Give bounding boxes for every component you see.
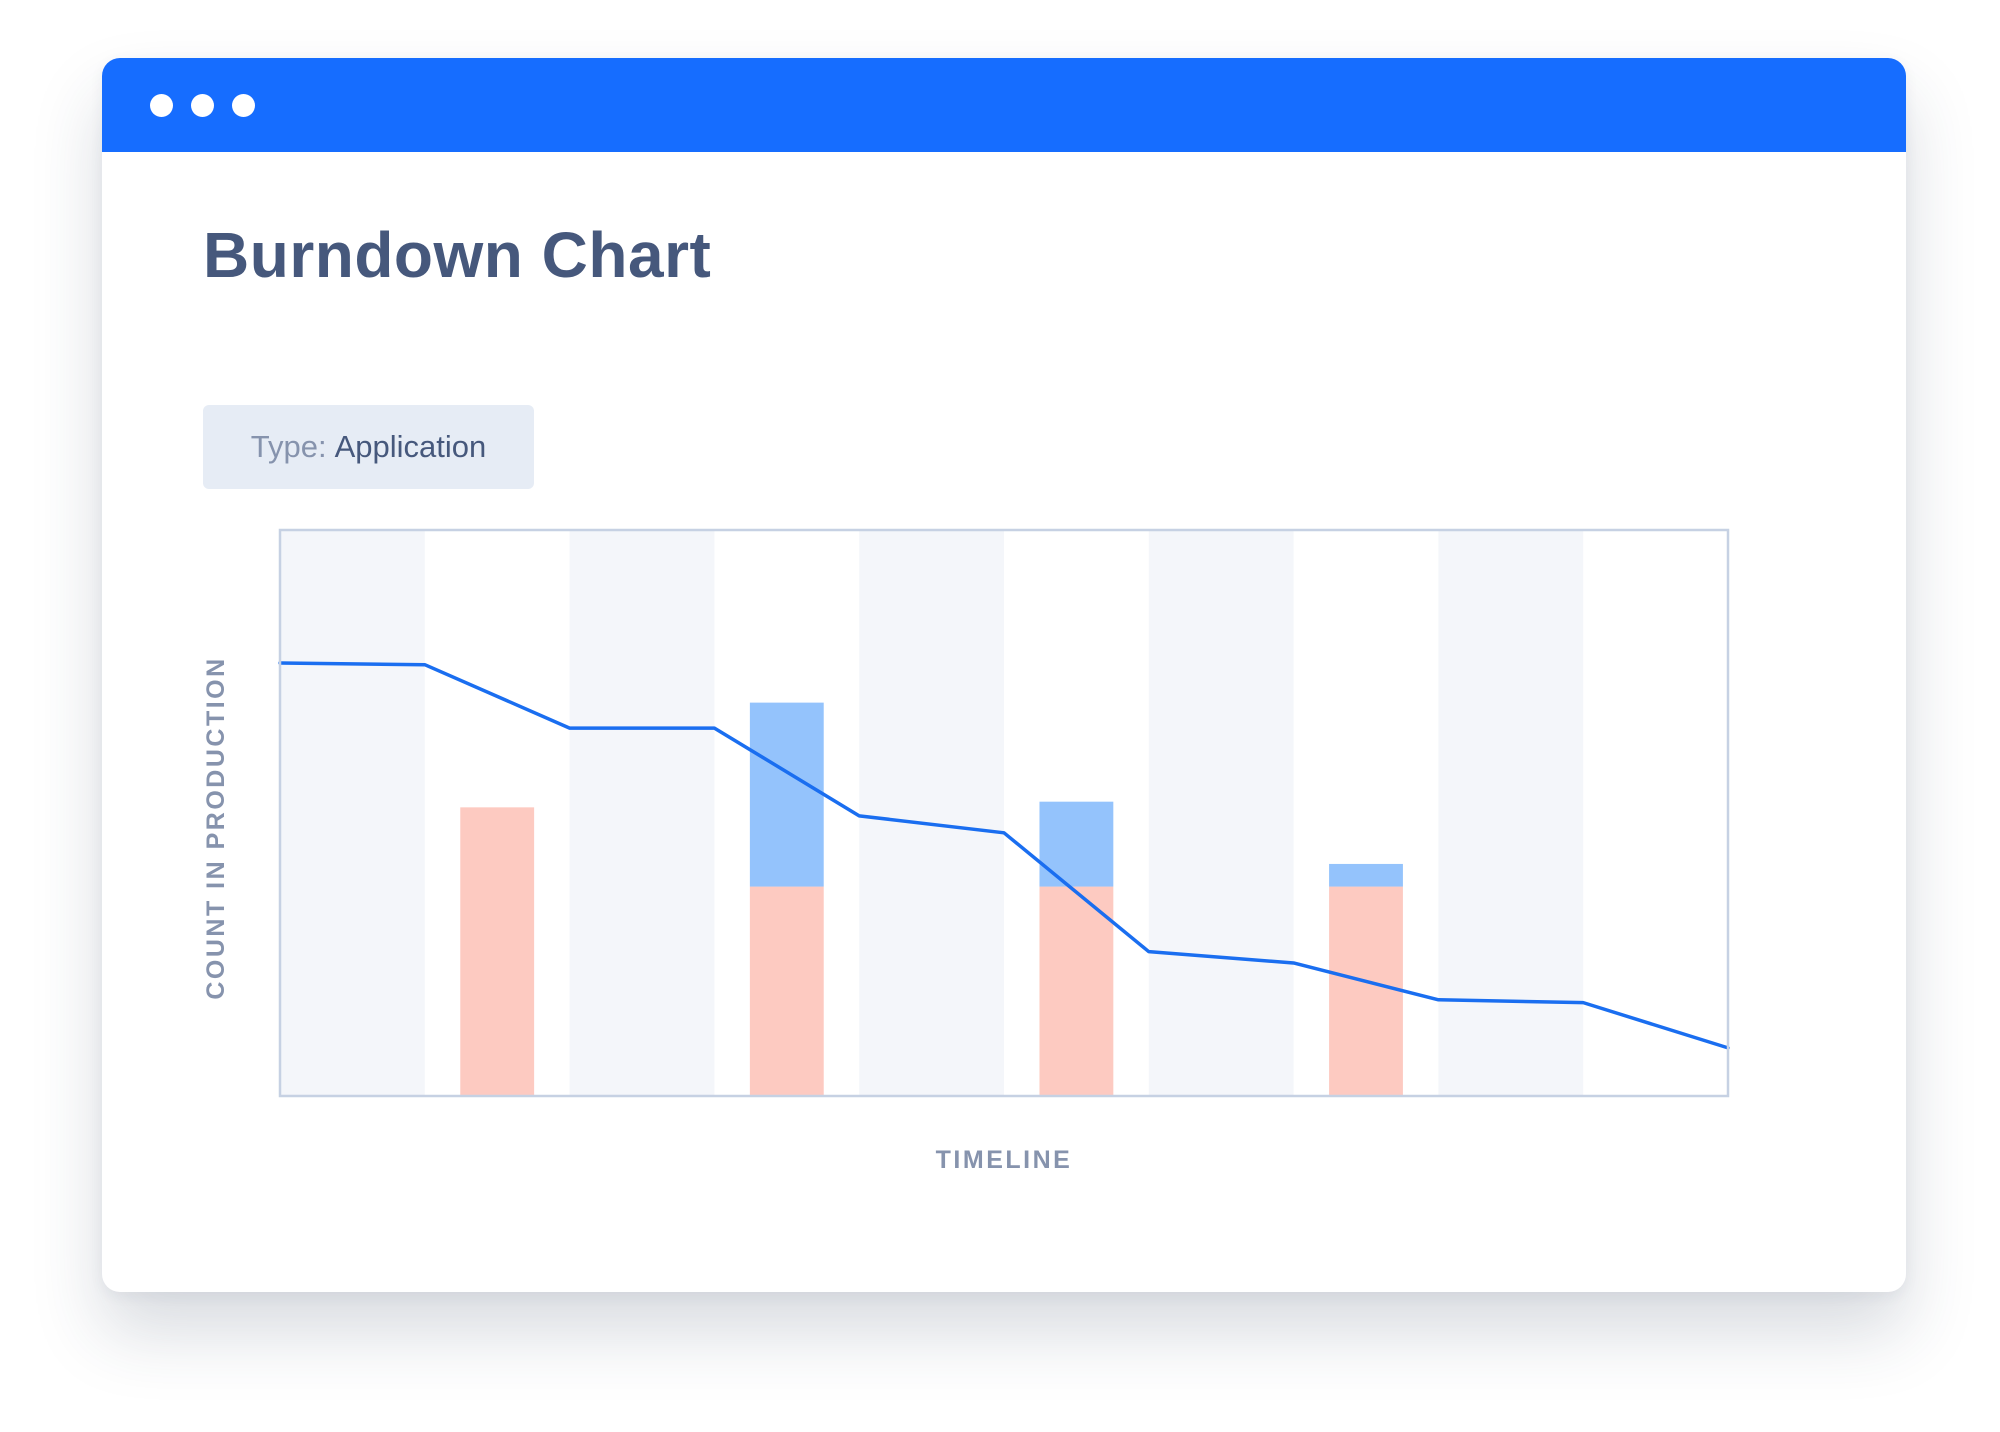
- bar-segment-top: [1039, 801, 1114, 887]
- bar-segment-bottom: [460, 807, 535, 1096]
- burndown-line: [278, 661, 1730, 1050]
- page-title: Burndown Chart: [203, 219, 712, 291]
- type-filter-chip[interactable]: Type: Application: [203, 405, 534, 489]
- bar-segment-bottom: [1039, 886, 1114, 1096]
- x-axis-label: TIMELINE: [936, 1146, 1073, 1174]
- timeline-band: [569, 530, 715, 1096]
- timeline-band: [1438, 530, 1584, 1096]
- timeline-band: [859, 530, 1004, 1096]
- window-dot[interactable]: [150, 94, 173, 117]
- plot-frame: [278, 528, 1730, 1098]
- window-dot[interactable]: [191, 94, 214, 117]
- timeline-band: [280, 530, 425, 1096]
- y-axis-label: COUNT IN PRODUCTION: [202, 656, 230, 999]
- timeline-band: [1148, 530, 1294, 1096]
- app-window: Burndown Chart Type: Application TIMELIN…: [102, 58, 1906, 1292]
- burndown-chart: TIMELINE COUNT IN PRODUCTION: [202, 528, 1730, 1174]
- window-titlebar: [102, 58, 1906, 152]
- filter-key-label: Type:: [250, 429, 327, 464]
- window-dot[interactable]: [232, 94, 255, 117]
- bar-segment-bottom: [749, 886, 824, 1096]
- bar-segment-top: [749, 702, 824, 887]
- bar-segment-bottom: [1329, 886, 1403, 1096]
- bar-segment-top: [1329, 863, 1403, 887]
- filter-value-label: Application: [334, 429, 487, 464]
